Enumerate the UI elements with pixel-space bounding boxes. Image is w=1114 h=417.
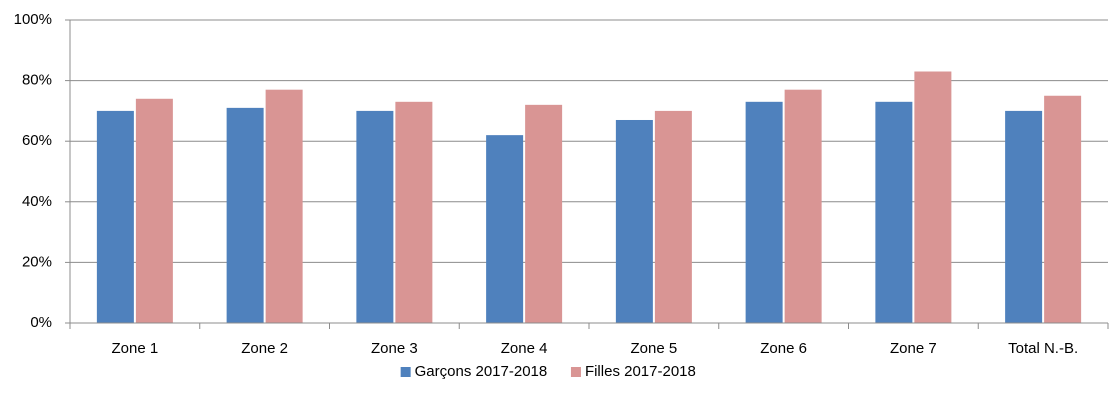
bar [1005,110,1043,324]
x-tick-label: Zone 5 [631,340,678,357]
bar [654,110,692,324]
bar [135,98,173,323]
bar [615,119,653,324]
y-tick-label: 0% [30,314,52,331]
legend-swatch [400,367,411,377]
bar [486,135,524,323]
x-tick-label: Zone 7 [890,340,937,357]
y-tick-label: 100% [14,11,52,28]
legend-label: Garçons 2017-2018 [415,363,548,380]
bar [265,89,303,323]
x-tick-label: Zone 3 [371,340,418,357]
y-tick-label: 80% [22,72,52,89]
y-tick-label: 40% [22,193,52,210]
bar [1044,95,1082,323]
bar [356,110,394,324]
bar [226,107,264,324]
legend-label: Filles 2017-2018 [585,363,696,380]
bar [784,89,822,323]
bar [525,104,563,323]
bar [875,101,913,323]
legend-swatch [570,367,581,377]
bar [395,101,433,323]
bar [745,101,783,323]
y-tick-label: 20% [22,253,52,270]
x-tick-label: Zone 4 [501,340,548,357]
bar [914,71,952,323]
bar [96,110,134,324]
x-tick-label: Zone 1 [112,340,159,357]
y-tick-label: 60% [22,132,52,149]
x-tick-label: Zone 2 [241,340,288,357]
x-tick-label: Total N.-B. [1008,340,1078,357]
x-tick-label: Zone 6 [760,340,807,357]
